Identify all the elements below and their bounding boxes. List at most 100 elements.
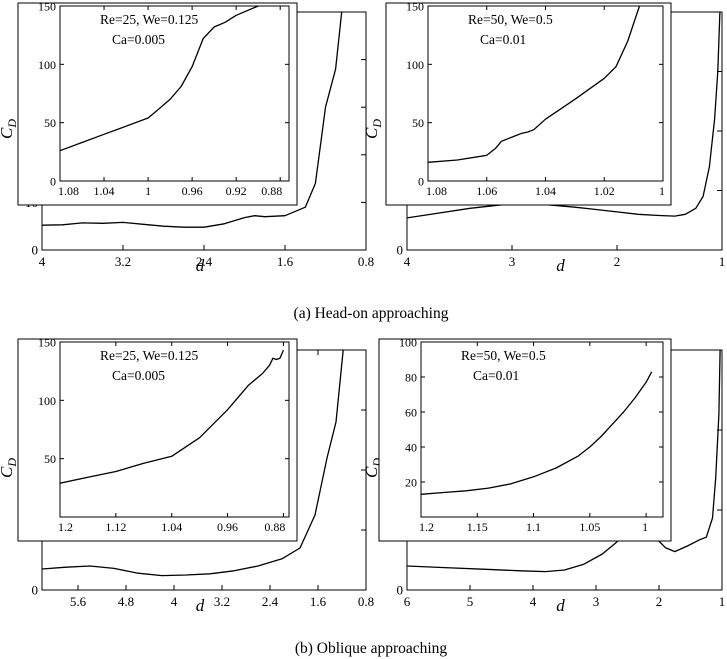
panel-a-left-inset-y-tick-label: 0 (50, 175, 56, 189)
panel-b-left-inset-frame (59, 341, 290, 518)
panel-b-right-y-tick-label: 0 (397, 583, 404, 598)
panel-a-left-y-axis-label: CD (0, 119, 19, 139)
panel-b-left-inset-y-tick-label: 100 (38, 394, 56, 408)
panel-b-left-inset-x-tick-label: 0.88 (264, 520, 285, 534)
caption-b: (b) Oblique approaching (295, 640, 448, 657)
panel-b-right-inset-frame (420, 341, 664, 518)
panel-a-right-inset: 1.08 1.06 1.04 1.02 1 0 50 100 150 Re=50, We=0.5 C… (385, 0, 672, 206)
panel-a-right-inset-y-tick-label: 150 (406, 0, 424, 14)
panel-a-left-inset-y-tick-label: 50 (44, 116, 56, 130)
panel-a-right-inset-y-tick-label: 0 (418, 175, 424, 189)
panel-b-right: 6543210102030dCD1.21.151.11.051204060801… (362, 336, 725, 616)
panel-a-left-inset-x-tick-label: 1.04 (94, 184, 115, 198)
panel-b-right-inset-label: Ca=0.01 (473, 368, 519, 383)
panel-b-left-y-axis-label: CD (0, 458, 19, 478)
panel-b-right-inset-x-tick-label: 1.05 (579, 520, 600, 534)
panel-b-right-inset-y-tick-label: 20 (405, 476, 417, 490)
panel-a-right-inset-series-line (428, 6, 641, 163)
panel-a-right-inset-label: Re=50, We=0.5 (468, 12, 553, 27)
panel-b-left-x-tick-label: 1.6 (310, 594, 327, 609)
panel-a-left-inset-x-tick-label: 1 (145, 184, 151, 198)
panel-a-right-inset-x-tick-label: 1.08 (426, 184, 447, 198)
panel-a-left-inset-x-tick-label: 0.88 (261, 184, 282, 198)
panel-a-left-x-tick-label: 1.6 (277, 254, 294, 269)
panel-a-left-inset-label: Re=25, We=0.125 (100, 12, 199, 27)
panel-a-right-x-tick-label: 2 (614, 254, 621, 269)
panel-a-right-x-tick-label: 3 (509, 254, 516, 269)
panel-b-left-y-tick-label: 0 (32, 583, 39, 598)
panel-a-left-x-tick-label: 4 (39, 254, 46, 269)
panel-a-left-x-tick-label: 2.4 (196, 254, 213, 269)
panel-b-left-series-line (42, 350, 344, 577)
panel-b-right-x-tick-label: 3 (593, 594, 600, 609)
panel-a-left-y-tick-label: 0 (32, 243, 39, 258)
panel-a-right-inset-frame (427, 5, 664, 182)
panel-b-left-inset-background (60, 342, 289, 517)
panel-a-right-inset-y-tick-label: 100 (406, 58, 424, 72)
panel-b-left-inset-x-tick-label: 1.04 (161, 520, 182, 534)
panel-b-right-y-axis-label: CD (362, 458, 384, 478)
panel-a-left: 43.22.41.60.801020304050dCD1.081.0410.96… (0, 0, 374, 275)
panel-b-left-x-tick-label: 4.8 (118, 594, 134, 609)
panel-b-left-inset-y-tick-label: 150 (38, 336, 56, 350)
panel-a-right-inset-x-tick-label: 1 (659, 184, 665, 198)
panel-a-left-inset-x-tick-label: 1.08 (58, 184, 79, 198)
panel-b-left-x-tick-label: 5.6 (70, 594, 87, 609)
panel-a-right-y-axis-label: CD (362, 119, 384, 139)
panel-b-right-inset: 1.2 1.15 1.1 1.05 1 20 40 60 80 100 Re=50, We=0.5 C… (378, 336, 672, 542)
panel-a-left-x-tick-label: 3.2 (115, 254, 131, 269)
panel-b-left-inset: 1.2 1.12 1.04 0.96 0.88 50 100 150 Re=25, We=0.1… (17, 336, 298, 542)
panel-a-left-inset-y-tick-label: 150 (38, 0, 56, 14)
panel-b-right-inset-y-tick-label: 60 (405, 406, 417, 420)
panel-b-right-inset-label: Re=50, We=0.5 (461, 348, 546, 363)
panel-b-left: 5.64.843.22.41.60.8010203040dCD1.21.121.… (0, 336, 374, 616)
panel-b-left-x-tick-label: 0.8 (358, 594, 374, 609)
panel-b-right-inset-background (421, 342, 663, 517)
panel-b-left-x-tick-label: 2.4 (262, 594, 279, 609)
panel-a-right: 432105101520dCD1.081.061.041.02105010015… (362, 0, 725, 275)
panel-a-right-x-tick-label: 4 (404, 254, 411, 269)
panel-b-left-inset-x-tick-label: 0.96 (217, 520, 238, 534)
panel-a-left-x-tick-label: 0.8 (358, 254, 374, 269)
panel-a-right-inset-x-tick-label: 1.04 (535, 184, 556, 198)
panel-b-left-x-tick-label: 3.2 (214, 594, 230, 609)
panel-b-left-inset-label: Re=25, We=0.125 (100, 348, 199, 363)
panel-b-right-inset-x-tick-label: 1.2 (419, 520, 434, 534)
panel-b-right-x-tick-label: 4 (530, 594, 537, 609)
panel-b-left-inset-series-line (60, 349, 284, 484)
panel-a-right-inset-y-tick-label: 50 (412, 116, 424, 130)
panel-b-left-inset-x-tick-label: 1.2 (58, 520, 73, 534)
panel-b-right-inset-series-line (421, 371, 653, 495)
panel-a-left-x-axis-label: d (196, 256, 205, 275)
panel-b-right-inset-y-tick-label: 80 (405, 371, 417, 385)
panel-b-right-inset-x-tick-label: 1.1 (526, 520, 541, 534)
panel-a-left-inset-y-tick-label: 100 (38, 58, 56, 72)
panel-b-right-x-tick-label: 6 (404, 594, 411, 609)
panel-b-left-x-axis-label: d (196, 596, 205, 615)
panel-a-right-x-axis-label: d (556, 256, 565, 275)
panel-a-right-inset-x-tick-label: 1.02 (594, 184, 615, 198)
panel-b-right-inset-x-tick-label: 1.15 (467, 520, 488, 534)
panel-b-right-x-tick-label: 1 (719, 594, 726, 609)
panel-a-left-inset-x-tick-label: 0.96 (182, 184, 203, 198)
panel-a-left-inset-label: Ca=0.005 (112, 32, 165, 47)
panel-b-left-inset-y-tick-label: 50 (44, 452, 56, 466)
panel-a-left-inset-series-line (60, 6, 260, 152)
panel-b-right-x-tick-label: 2 (656, 594, 663, 609)
panel-a-left-inset-x-tick-label: 0.92 (226, 184, 247, 198)
panel-a-right-inset-x-tick-label: 1.06 (476, 184, 497, 198)
panel-a-left-series-line (42, 12, 343, 228)
caption-a: (a) Head-on approaching (294, 305, 449, 322)
panel-b-right-inset-x-tick-label: 1 (642, 520, 648, 534)
panel-a-right-inset-label: Ca=0.01 (480, 32, 526, 47)
panel-b-right-inset-y-tick-label: 40 (405, 441, 417, 455)
panel-b-left-inset-label: Ca=0.005 (112, 368, 165, 383)
panel-a-left-inset: 1.08 1.04 1 0.96 0.92 0.88 0 50 100 150 Re=25, We=… (17, 0, 298, 206)
panel-a-left-inset-frame (59, 5, 290, 182)
panel-a-right-y-tick-label: 0 (397, 243, 404, 258)
panel-a-right-inset-background (428, 6, 663, 181)
panel-b-right-inset-y-tick-label: 100 (399, 336, 417, 350)
panel-b-right-x-tick-label: 5 (467, 594, 474, 609)
panel-b-right-x-axis-label: d (556, 596, 565, 615)
panel-b-left-x-tick-label: 4 (171, 594, 178, 609)
